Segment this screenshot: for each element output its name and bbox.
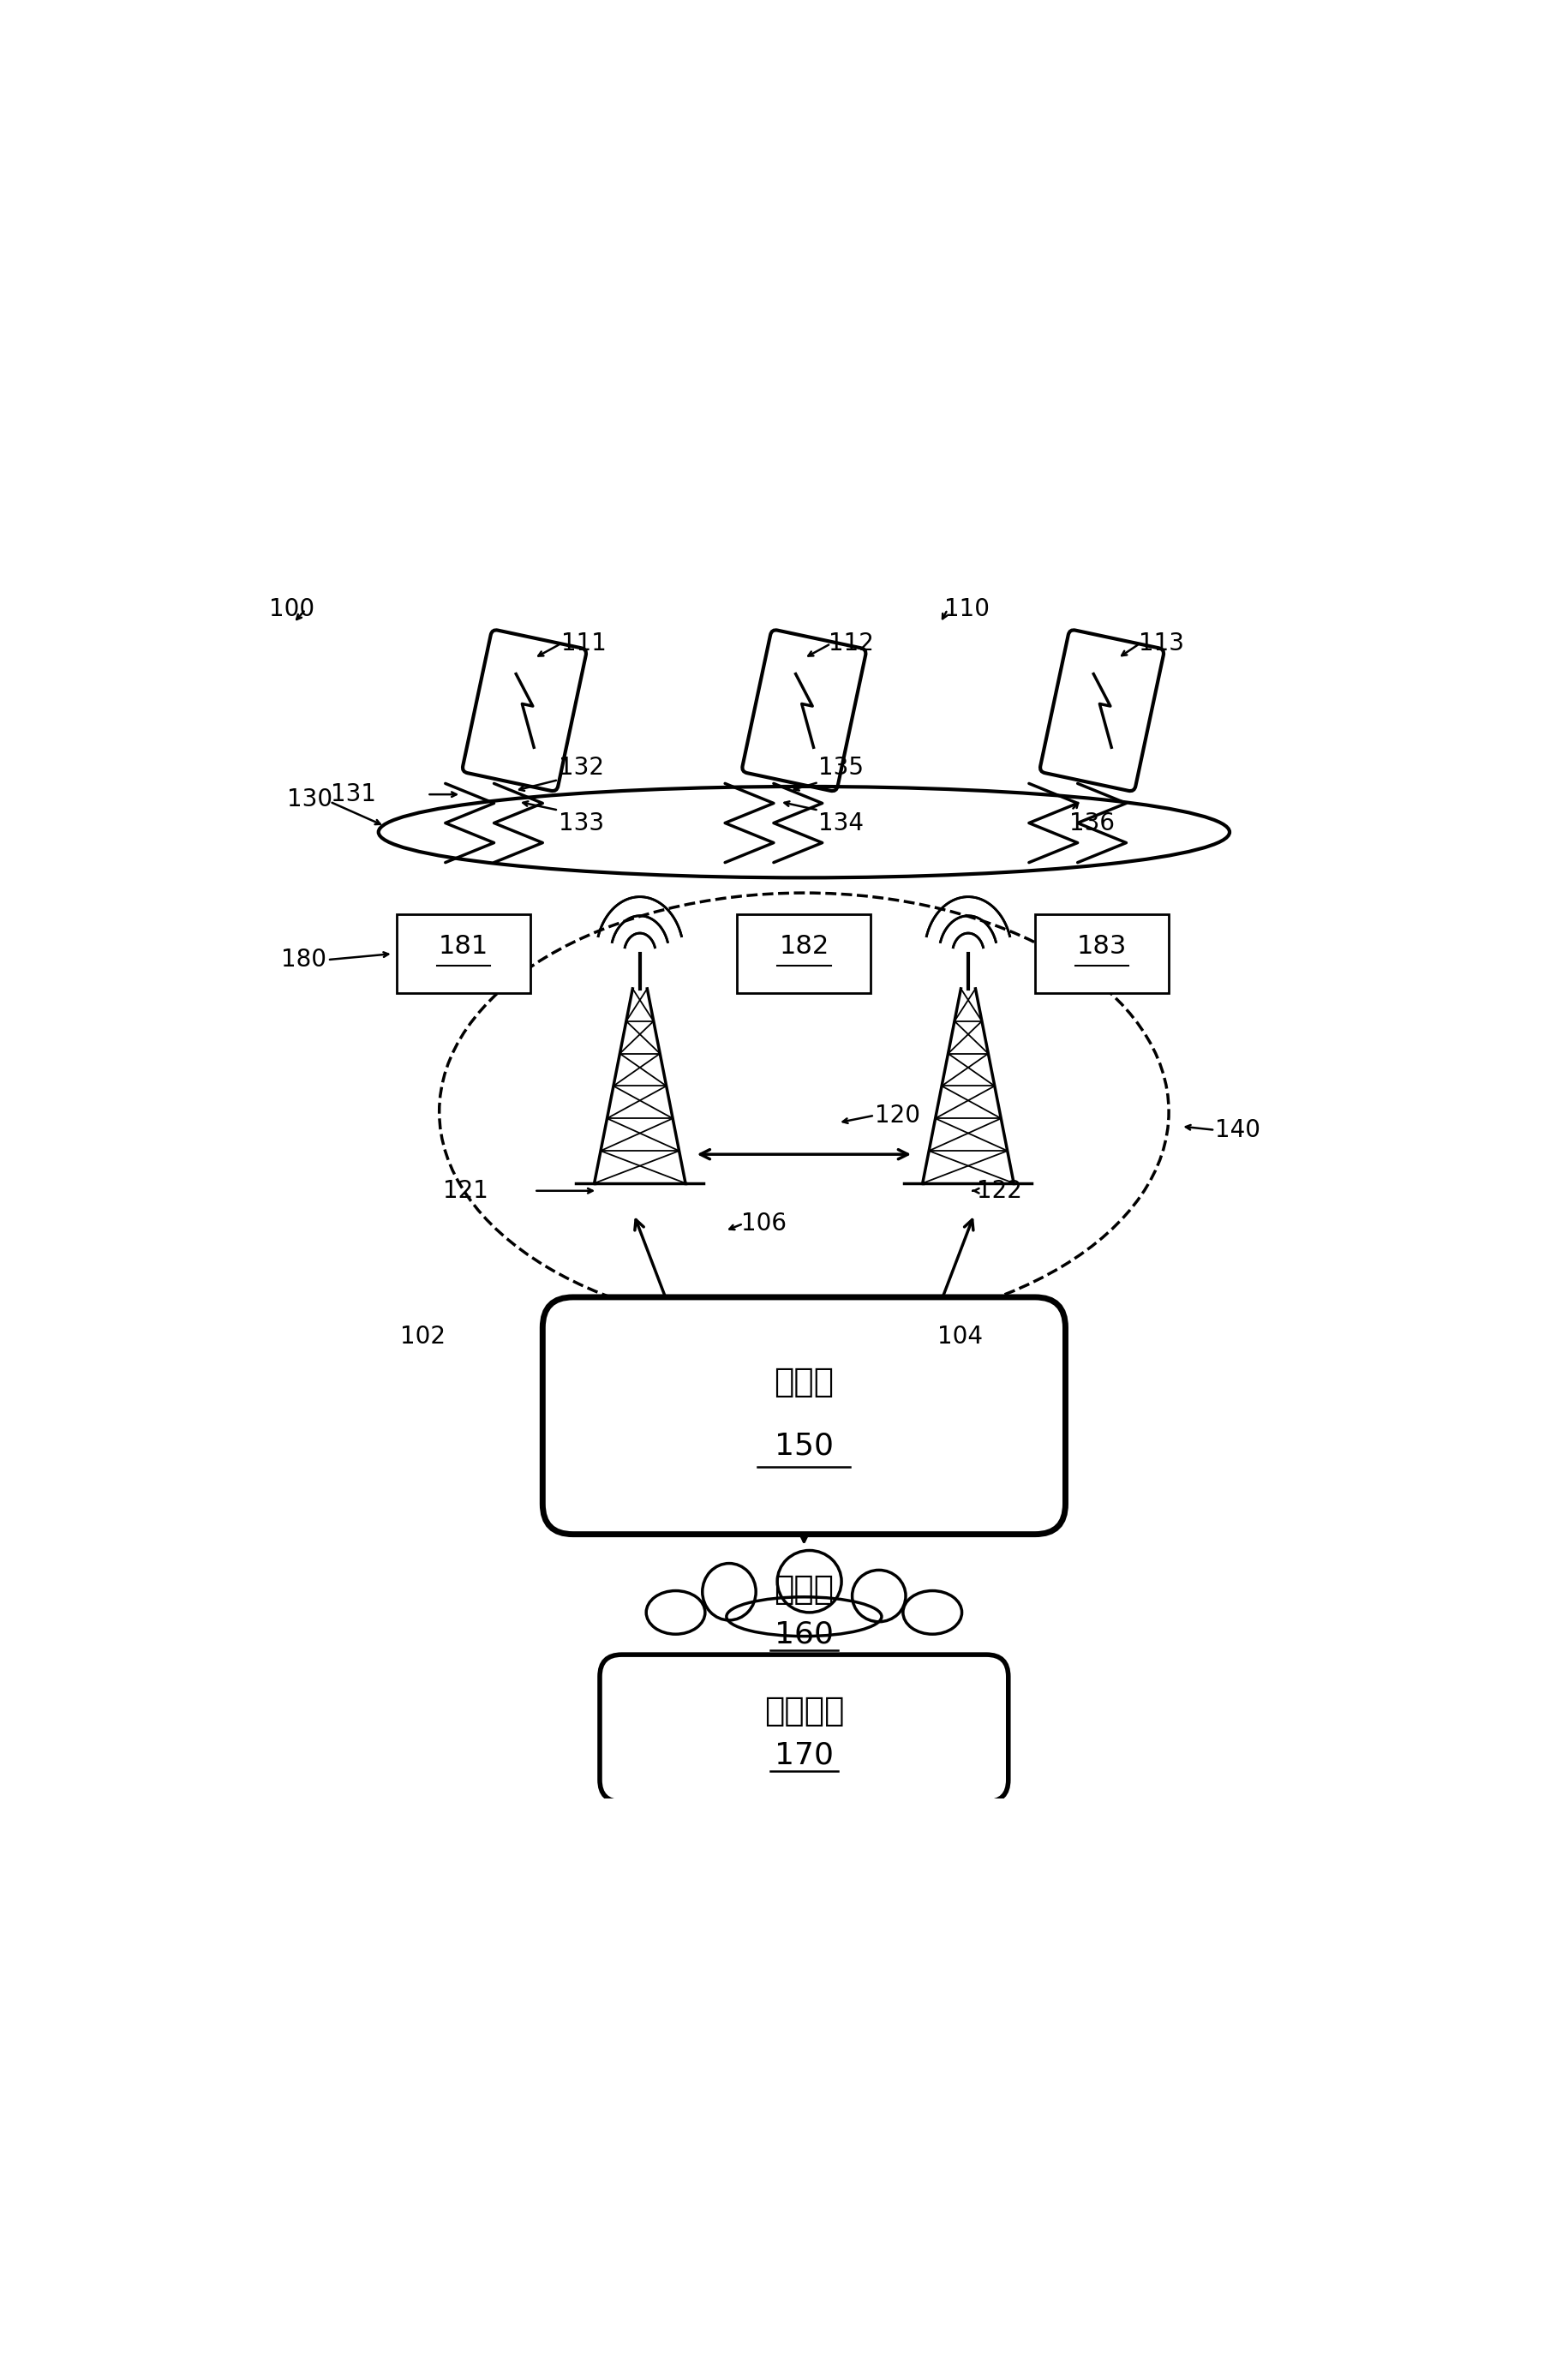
FancyBboxPatch shape — [1035, 915, 1168, 993]
Text: 182: 182 — [779, 934, 828, 960]
Ellipse shape — [646, 1592, 704, 1634]
Text: 102: 102 — [400, 1325, 445, 1349]
Text: 160: 160 — [775, 1620, 833, 1648]
Text: 132: 132 — [558, 757, 604, 780]
FancyBboxPatch shape — [737, 915, 870, 993]
Text: 121: 121 — [442, 1179, 488, 1203]
FancyBboxPatch shape — [463, 630, 586, 790]
FancyBboxPatch shape — [543, 1297, 1065, 1535]
Ellipse shape — [903, 1592, 961, 1634]
Text: 111: 111 — [561, 632, 605, 656]
Text: 核心网: 核心网 — [773, 1365, 834, 1398]
Ellipse shape — [726, 1596, 881, 1636]
Text: 113: 113 — [1138, 632, 1184, 656]
FancyBboxPatch shape — [1040, 630, 1163, 790]
Text: 140: 140 — [1214, 1118, 1259, 1141]
Ellipse shape — [702, 1563, 756, 1620]
Text: 134: 134 — [818, 811, 864, 835]
Text: 120: 120 — [873, 1104, 919, 1127]
Text: 122: 122 — [977, 1179, 1021, 1203]
Text: 远程服务: 远程服务 — [764, 1695, 844, 1728]
Text: 170: 170 — [775, 1740, 833, 1768]
Text: 180: 180 — [281, 948, 326, 971]
Text: 106: 106 — [740, 1212, 786, 1236]
FancyBboxPatch shape — [742, 630, 866, 790]
Text: 130: 130 — [287, 788, 332, 811]
Text: 104: 104 — [938, 1325, 983, 1349]
Text: 183: 183 — [1076, 934, 1126, 960]
Ellipse shape — [851, 1570, 905, 1622]
Text: 150: 150 — [775, 1431, 833, 1460]
FancyBboxPatch shape — [397, 915, 530, 993]
Text: 110: 110 — [944, 597, 989, 623]
Text: 136: 136 — [1068, 811, 1113, 835]
FancyBboxPatch shape — [599, 1655, 1008, 1802]
Text: 181: 181 — [439, 934, 488, 960]
Text: 135: 135 — [818, 757, 864, 780]
Text: 100: 100 — [270, 597, 315, 623]
Text: 131: 131 — [331, 783, 376, 806]
Ellipse shape — [776, 1552, 840, 1613]
Text: 互联网: 互联网 — [773, 1573, 834, 1606]
Text: 133: 133 — [558, 811, 604, 835]
Text: 112: 112 — [828, 632, 873, 656]
